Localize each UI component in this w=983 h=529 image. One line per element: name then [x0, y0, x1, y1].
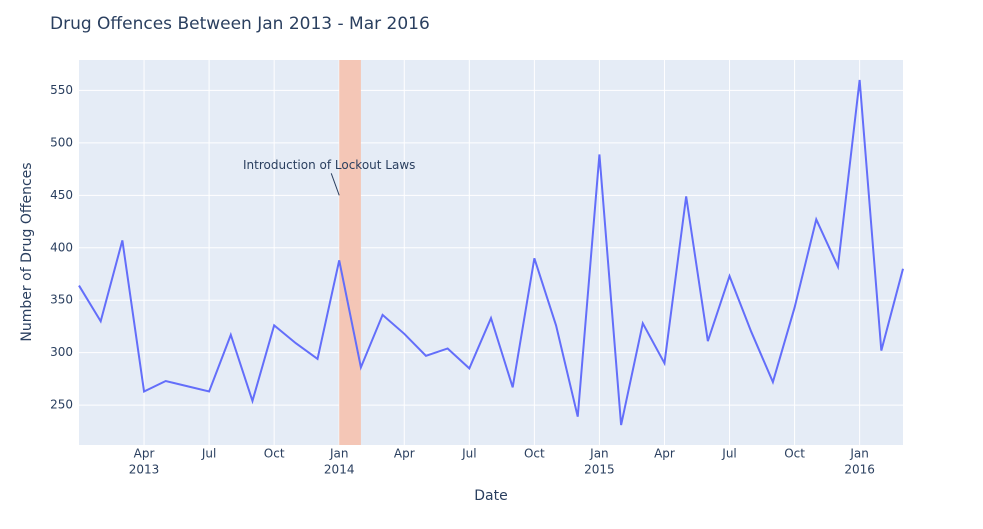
chart-title: Drug Offences Between Jan 2013 - Mar 201… — [50, 14, 430, 34]
x-tick-label: Apr — [654, 447, 675, 461]
line-series — [78, 79, 904, 426]
x-tick-year: 2016 — [844, 463, 875, 477]
x-tick-label: Jul — [201, 447, 216, 461]
annotation-arrow — [330, 173, 340, 196]
x-tick-label: Jan — [849, 447, 869, 461]
y-tick-label: 550 — [50, 83, 73, 97]
y-axis-title: Number of Drug Offences — [19, 162, 35, 341]
x-tick-label: Apr — [394, 447, 415, 461]
x-tick-label: Oct — [524, 447, 545, 461]
x-tick-label: Oct — [264, 447, 285, 461]
y-tick-label: 400 — [50, 240, 73, 254]
y-tick-label: 500 — [50, 135, 73, 149]
y-tick-label: 300 — [50, 345, 73, 359]
x-tick-year: 2015 — [584, 463, 615, 477]
shaded-span — [339, 60, 361, 445]
x-tick-year: 2014 — [324, 463, 355, 477]
plot-background — [79, 60, 903, 445]
annotation-text: Introduction of Lockout Laws — [243, 158, 415, 172]
x-axis-title: Date — [474, 488, 507, 504]
x-tick-label: Jul — [721, 447, 736, 461]
x-tick-label: Jan — [329, 447, 349, 461]
x-tick-label: Oct — [784, 447, 805, 461]
y-tick-label: 250 — [50, 398, 73, 412]
y-tick-label: 450 — [50, 188, 73, 202]
x-tick-label: Jul — [461, 447, 476, 461]
y-tick-label: 350 — [50, 293, 73, 307]
x-tick-label: Apr — [134, 447, 155, 461]
x-tick-label: Jan — [589, 447, 609, 461]
x-tick-year: 2013 — [129, 463, 160, 477]
